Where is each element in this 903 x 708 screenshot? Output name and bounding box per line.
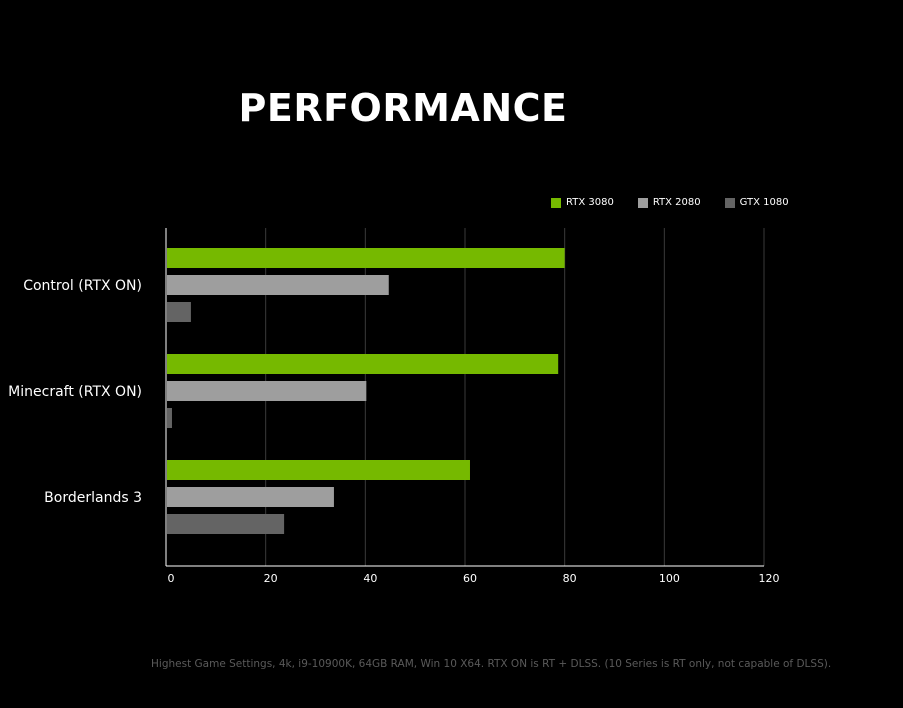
legend-swatch-2 <box>724 197 735 208</box>
legend-swatch-0 <box>551 197 561 208</box>
bar-2-0 <box>167 460 470 480</box>
bar-1-0 <box>167 354 559 374</box>
x-tick-label-0: 0 <box>168 572 175 585</box>
legend-swatch-1 <box>637 197 648 208</box>
legend-label-0: RTX 3080 <box>566 197 614 208</box>
chart-title: PERFORMANCE <box>238 86 568 130</box>
legend-item-2: GTX 1080 <box>724 197 789 208</box>
category-label-1: Minecraft (RTX ON) <box>8 384 142 400</box>
legend-item-1: RTX 2080 <box>637 197 701 208</box>
x-tick-label-2: 40 <box>363 572 377 585</box>
bar-2-1 <box>167 487 334 507</box>
x-tick-label-4: 80 <box>563 572 577 585</box>
legend-item-0: RTX 3080 <box>551 197 614 208</box>
bar-0-1 <box>167 275 389 295</box>
category-label-0: Control (RTX ON) <box>23 278 142 294</box>
bar-0-0 <box>167 248 565 268</box>
x-tick-label-5: 100 <box>659 572 680 585</box>
bar-1-2 <box>167 408 172 428</box>
legend-label-2: GTX 1080 <box>739 197 789 208</box>
bar-2-2 <box>167 514 285 534</box>
bar-1-1 <box>167 381 367 401</box>
x-tick-label-3: 60 <box>463 572 477 585</box>
x-tick-label-6: 120 <box>759 572 780 585</box>
x-tick-label-1: 20 <box>264 572 278 585</box>
legend: RTX 3080 RTX 2080 GTX 1080 <box>551 197 789 208</box>
bar-0-2 <box>167 302 191 322</box>
category-label-2: Borderlands 3 <box>44 490 142 506</box>
legend-label-1: RTX 2080 <box>652 197 701 208</box>
footnote: Highest Game Settings, 4k, i9-10900K, 64… <box>151 658 832 670</box>
